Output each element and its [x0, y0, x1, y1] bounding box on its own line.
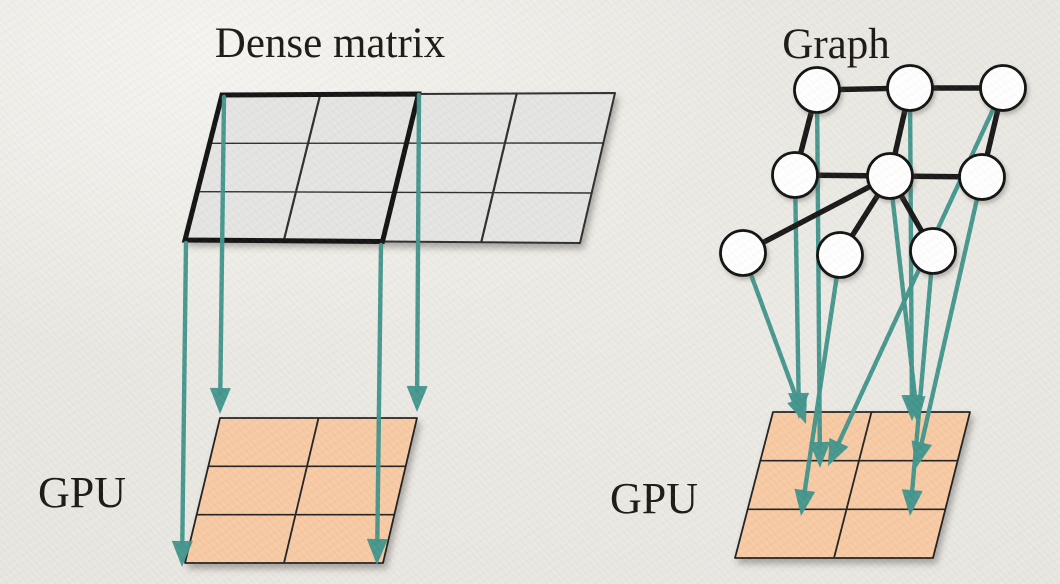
dense-matrix-grid-col-line — [282, 94, 322, 242]
left-mapping-arrows — [171, 92, 428, 567]
mapping-arrow-node-I-head — [901, 489, 923, 516]
left-title: Dense matrix — [215, 20, 445, 67]
mapping-arrow-node-I-shaft — [909, 248, 936, 499]
mapping-arrow-node-A-head — [809, 441, 831, 468]
mapping-arrow-node-H-shaft — [801, 252, 843, 499]
right-title: Graph — [782, 21, 889, 68]
graph-node-G — [719, 229, 767, 277]
dense-matrix-grid-col-line — [480, 93, 518, 243]
graph-node-D — [771, 151, 819, 199]
left-gpu-label: GPU — [38, 468, 126, 517]
graph-node-C — [979, 64, 1027, 112]
mapping-arrow-shaft — [218, 94, 227, 397]
matrix-block-outline — [181, 91, 422, 245]
mapping-arrow-shaft — [375, 242, 384, 548]
mapping-arrow-shaft — [414, 92, 422, 395]
mapping-arrow-node-G-shaft — [740, 250, 802, 408]
mapping-arrow-node-F-shaft — [918, 174, 985, 451]
mapping-arrow-shaft — [180, 240, 189, 550]
left-gpu-grid — [184, 417, 418, 564]
graph-nodes — [719, 64, 1027, 279]
dense-matrix-panel — [171, 91, 616, 567]
right-gpu-grid-col-line — [833, 411, 873, 559]
graph-node-A — [793, 66, 841, 114]
graph-node-B — [886, 64, 934, 112]
graph-panel — [719, 64, 1027, 559]
graph-node-F — [958, 153, 1006, 201]
mapping-arrow-node-D-shaft — [792, 172, 801, 402]
left-gpu-grid-col-line — [283, 417, 320, 564]
mapping-arrow-node-H-head — [794, 488, 816, 516]
graph-node-E — [866, 152, 914, 200]
mapping-arrow-head — [406, 385, 428, 412]
mapping-arrow-head — [366, 538, 388, 565]
graph-node-H — [816, 231, 864, 279]
graph-edge-EG — [740, 173, 893, 256]
mapping-arrow-node-C-head — [828, 437, 849, 466]
right-gpu-label: GPU — [610, 474, 698, 523]
mapping-arrow-node-E-shaft — [887, 173, 918, 406]
mapping-arrow-node-G-head — [787, 395, 807, 424]
right-gpu-grid — [734, 411, 971, 559]
mapping-arrow-head — [171, 540, 193, 567]
mapping-arrow-head — [209, 387, 231, 414]
graph-node-I — [909, 227, 957, 275]
